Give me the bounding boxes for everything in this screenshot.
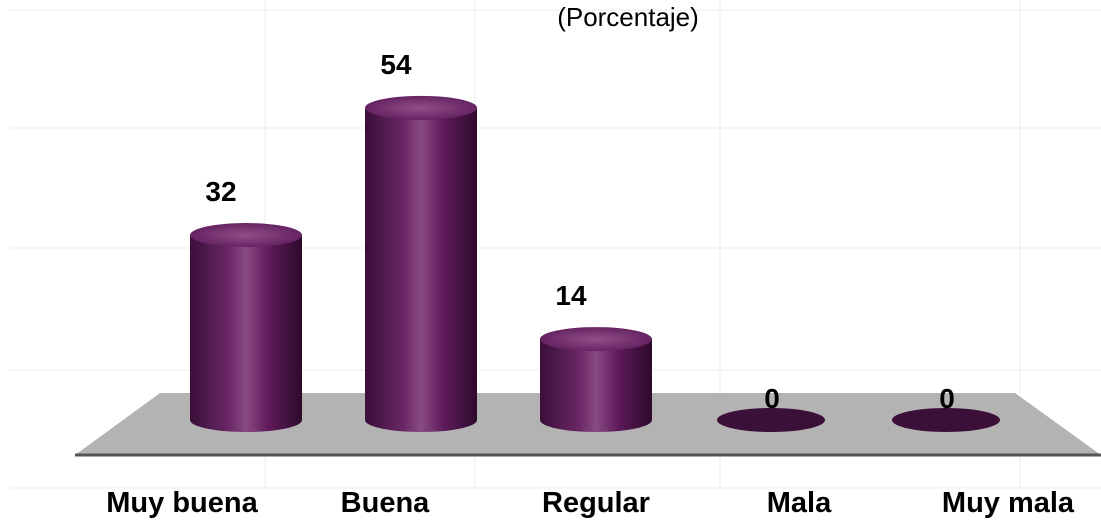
bars bbox=[190, 95, 1000, 432]
data-label: 0 bbox=[939, 383, 955, 414]
x-tick-label: Regular bbox=[542, 487, 650, 519]
x-tick-labels: Muy buena Buena Regular Mala Muy mala bbox=[106, 487, 1075, 519]
x-tick-label: Muy buena bbox=[106, 487, 258, 519]
data-label: 14 bbox=[555, 280, 587, 311]
bar-regular bbox=[540, 327, 652, 432]
bar-body bbox=[190, 235, 302, 432]
bar-flat bbox=[892, 408, 1000, 432]
data-labels: 32 54 14 0 0 bbox=[205, 49, 954, 414]
data-label: 54 bbox=[380, 49, 412, 80]
bar-body bbox=[365, 107, 477, 432]
bar-top-cap bbox=[190, 223, 302, 248]
bar-muy-mala bbox=[892, 408, 1000, 432]
x-tick-label: Mala bbox=[767, 487, 832, 519]
x-tick-label: Muy mala bbox=[942, 487, 1075, 519]
bar-mala bbox=[717, 408, 825, 432]
bar-top-cap bbox=[365, 95, 477, 120]
bar-flat bbox=[717, 408, 825, 432]
bar-body bbox=[540, 339, 652, 432]
bar-muy-buena bbox=[190, 223, 302, 432]
chart-subtitle: (Porcentaje) bbox=[557, 2, 699, 32]
data-label: 0 bbox=[764, 383, 780, 414]
x-tick-label: Buena bbox=[341, 487, 431, 519]
data-label: 32 bbox=[205, 176, 236, 207]
bar-top-cap bbox=[540, 327, 652, 352]
bar-buena bbox=[365, 95, 477, 432]
